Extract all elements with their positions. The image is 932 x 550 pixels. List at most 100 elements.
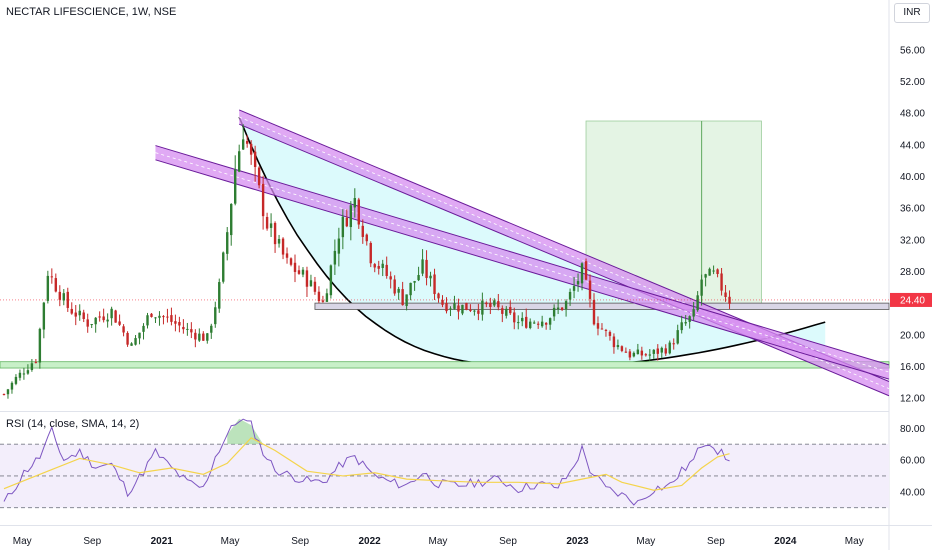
- candle-body: [700, 279, 703, 296]
- candle-body: [425, 259, 428, 278]
- candle: [600, 323, 604, 330]
- candle: [393, 275, 396, 296]
- candle-body: [14, 376, 18, 384]
- candle: [361, 219, 364, 244]
- time-year-label: 2024: [774, 536, 797, 547]
- candle: [453, 295, 456, 310]
- candles: [2, 124, 731, 399]
- candle: [66, 287, 69, 312]
- candle: [640, 346, 644, 360]
- candle-body: [86, 319, 89, 327]
- candle: [313, 276, 317, 295]
- candle: [664, 344, 667, 356]
- candle-body: [365, 234, 368, 242]
- candle: [501, 305, 504, 323]
- candle: [86, 313, 89, 333]
- candle-body: [608, 331, 612, 336]
- candle: [166, 308, 169, 323]
- candle: [178, 316, 181, 333]
- candle-body: [82, 312, 85, 320]
- candle-body: [489, 303, 492, 307]
- candle-body: [230, 204, 233, 236]
- candle: [652, 349, 655, 359]
- candle: [397, 286, 400, 300]
- candle-body: [321, 300, 325, 302]
- candle: [688, 315, 691, 329]
- price-tick-label: 36.00: [900, 204, 925, 215]
- candle-body: [261, 183, 265, 217]
- candle: [401, 281, 404, 306]
- candle: [50, 268, 54, 284]
- candle-body: [624, 351, 628, 353]
- candle-body: [652, 349, 655, 354]
- candle: [210, 323, 213, 339]
- support-band: [0, 361, 890, 369]
- rsi-tick-label: 40.00: [900, 487, 925, 498]
- candle: [170, 307, 173, 326]
- candle: [421, 249, 424, 277]
- candle: [381, 259, 384, 277]
- candle-body: [214, 307, 217, 325]
- candle-body: [194, 332, 197, 340]
- candle: [544, 322, 548, 330]
- last-price-label: 24.40: [900, 295, 925, 306]
- candle: [612, 333, 616, 354]
- candle-body: [142, 325, 145, 332]
- lower-channel: [155, 145, 890, 380]
- candle-body: [580, 263, 584, 284]
- candle-body: [477, 310, 480, 314]
- candle-body: [46, 275, 50, 301]
- rsi-indicator-title: RSI (14, close, SMA, 14, 2): [6, 418, 140, 430]
- candle: [74, 304, 77, 326]
- candle-body: [186, 328, 189, 330]
- price-tick-label: 52.00: [900, 77, 925, 88]
- candle-body: [600, 328, 604, 330]
- price-tick-label: 20.00: [900, 330, 925, 341]
- rsi-line: [3, 418, 730, 506]
- candle: [572, 276, 576, 299]
- candle: [461, 304, 464, 316]
- candle: [536, 321, 540, 329]
- candle-body: [461, 304, 464, 314]
- candle: [321, 295, 325, 303]
- candle-body: [333, 250, 337, 265]
- candle: [265, 212, 269, 231]
- candle: [608, 330, 612, 341]
- candle: [198, 328, 201, 342]
- candle: [142, 323, 145, 340]
- candle-body: [433, 274, 436, 295]
- price-tick-label: 16.00: [900, 362, 925, 373]
- lower-channel-bottom-edge: [155, 159, 890, 380]
- candle-body: [612, 336, 616, 348]
- candle: [297, 265, 301, 275]
- candle-body: [245, 140, 249, 144]
- candle-body: [505, 308, 508, 316]
- candle: [540, 315, 544, 328]
- resistance-zone: [314, 302, 890, 310]
- candle-body: [556, 307, 560, 310]
- rsi-tick-label: 60.00: [900, 456, 925, 467]
- candle: [234, 155, 237, 206]
- candle-body: [724, 292, 727, 297]
- candle-body: [712, 270, 715, 272]
- time-month-label: May: [845, 536, 864, 547]
- candle: [126, 331, 129, 347]
- candle-body: [568, 291, 572, 300]
- candle: [94, 317, 97, 333]
- candle: [509, 300, 512, 315]
- price-tick-label: 44.00: [900, 140, 925, 151]
- candle-body: [158, 315, 161, 318]
- candle-body: [265, 216, 269, 229]
- candle-body: [297, 270, 301, 274]
- candle: [552, 304, 556, 321]
- candle: [716, 268, 719, 278]
- candle: [592, 293, 596, 326]
- candle: [257, 166, 261, 189]
- candle: [14, 374, 18, 386]
- candle-body: [620, 346, 624, 351]
- candle-body: [525, 316, 528, 328]
- candle-body: [636, 349, 640, 355]
- currency-selector[interactable]: INR: [894, 3, 930, 23]
- candle-body: [521, 317, 524, 322]
